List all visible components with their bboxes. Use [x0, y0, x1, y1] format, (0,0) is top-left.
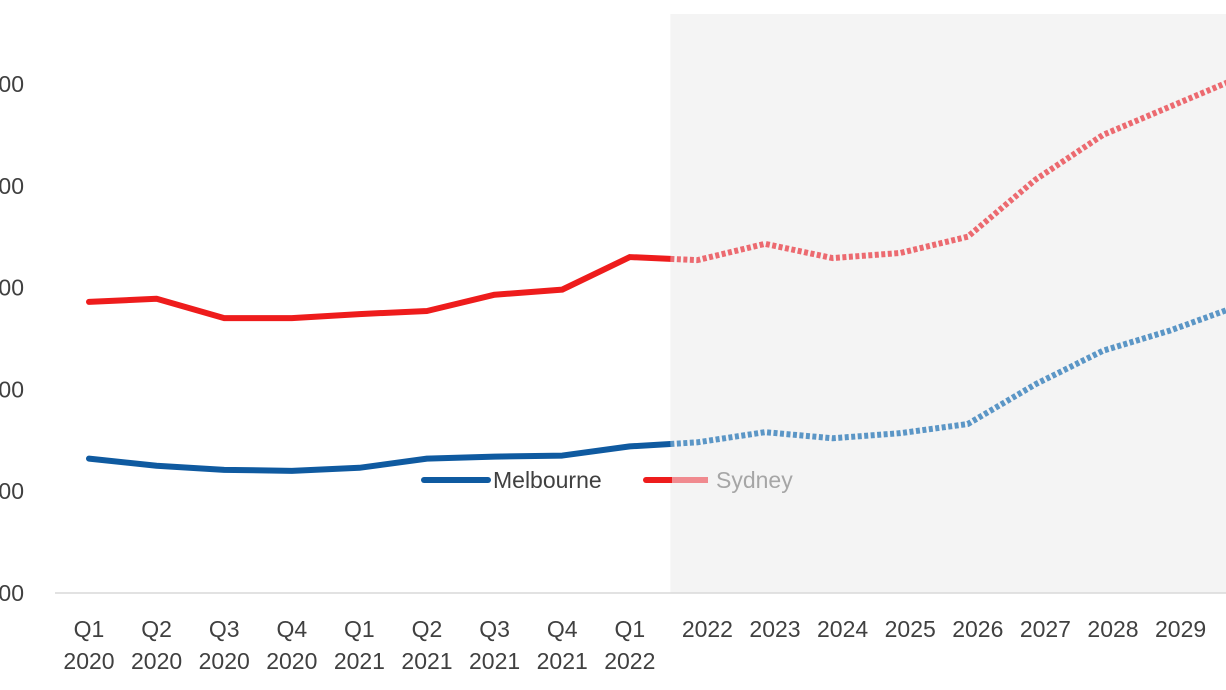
x-tick-label: Q1 2020: [63, 616, 114, 674]
x-tick-label: 2024: [817, 616, 868, 642]
y-tick-label: 00: [0, 478, 24, 504]
x-tick-label: Q2 2020: [131, 616, 182, 674]
x-tick-label: 2029: [1155, 616, 1206, 642]
series-line-sydney-actual: [86, 254, 674, 322]
x-tick-label: Q4 2021: [537, 616, 588, 674]
y-tick-label: 00: [0, 173, 24, 199]
legend: Melbourne Sydney: [421, 467, 793, 493]
x-tick-label: 2023: [749, 616, 800, 642]
x-tick-label: 2028: [1087, 616, 1138, 642]
series-line-melbourne-forecast: [670, 307, 1226, 447]
forecast-shaded-region: [670, 14, 1226, 593]
legend-label-sydney: Sydney: [716, 467, 793, 493]
series-line-sydney-forecast: [670, 79, 1226, 264]
series-line-melbourne-actual: [86, 440, 674, 474]
x-tick-label: Q3 2020: [199, 616, 250, 674]
x-tick-label: 2027: [1020, 616, 1071, 642]
y-tick-label: 00: [0, 580, 24, 606]
x-tick-label: 2025: [885, 616, 936, 642]
x-tick-label: Q3 2021: [469, 616, 520, 674]
x-tick-label: Q1 2021: [334, 616, 385, 674]
y-tick-label: 00: [0, 71, 24, 97]
x-tick-label: Q2 2021: [401, 616, 452, 674]
x-tick-label: 2022: [682, 616, 733, 642]
y-tick-label: 00: [0, 376, 24, 402]
x-tick-label: Q4 2020: [266, 616, 317, 674]
y-tick-label: 00: [0, 275, 24, 301]
x-tick-label: Q1 2022: [604, 616, 655, 674]
x-tick-label: 2026: [952, 616, 1003, 642]
legend-label-melbourne: Melbourne: [493, 467, 602, 493]
